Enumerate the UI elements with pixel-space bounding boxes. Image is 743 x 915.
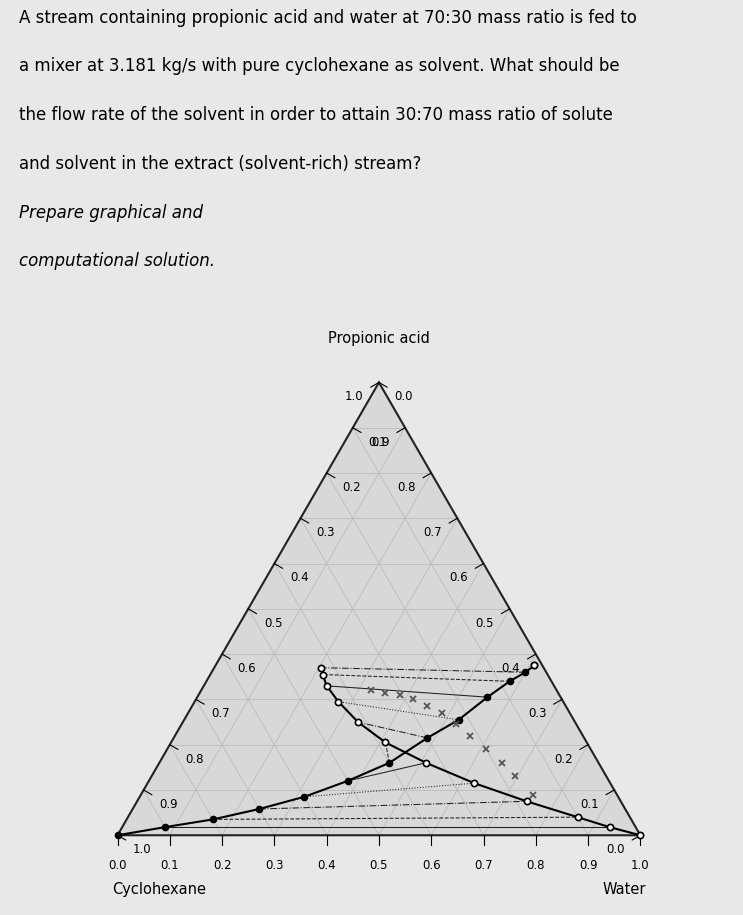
Text: Prepare graphical and: Prepare graphical and: [19, 204, 203, 221]
Text: and solvent in the extract (solvent-rich) stream?: and solvent in the extract (solvent-rich…: [19, 155, 426, 173]
Text: the flow rate of the solvent in order to attain 30:70 mass ratio of solute: the flow rate of the solvent in order to…: [19, 106, 612, 124]
Text: 0.2: 0.2: [212, 859, 231, 872]
Text: 0.5: 0.5: [476, 617, 494, 630]
Text: A stream containing propionic acid and water at 70:30 mass ratio is fed to: A stream containing propionic acid and w…: [19, 8, 637, 27]
Text: 0.6: 0.6: [238, 662, 256, 675]
Text: 0.2: 0.2: [343, 481, 361, 494]
Polygon shape: [117, 382, 640, 835]
Text: 0.8: 0.8: [527, 859, 545, 872]
Text: 0.6: 0.6: [450, 572, 468, 585]
Text: 0.7: 0.7: [424, 526, 442, 539]
Text: 0.9: 0.9: [579, 859, 597, 872]
Text: a mixer at 3.181 kg/s with pure cyclohexane as solvent. What should be: a mixer at 3.181 kg/s with pure cyclohex…: [19, 58, 619, 75]
Text: 0.1: 0.1: [160, 859, 179, 872]
Text: 1.0: 1.0: [345, 391, 363, 404]
Text: 0.8: 0.8: [186, 752, 204, 766]
Text: 0.5: 0.5: [264, 617, 282, 630]
Text: 0.5: 0.5: [370, 859, 388, 872]
Text: 0.0: 0.0: [395, 391, 413, 404]
Text: 0.8: 0.8: [397, 481, 415, 494]
Text: 0.0: 0.0: [606, 843, 625, 856]
Text: 0.1: 0.1: [580, 798, 599, 811]
Text: 0.6: 0.6: [422, 859, 441, 872]
Text: 1.0: 1.0: [631, 859, 649, 872]
Text: Water: Water: [602, 882, 646, 898]
Text: 0.4: 0.4: [317, 859, 336, 872]
Text: 0.3: 0.3: [528, 707, 546, 720]
Text: computational solution.: computational solution.: [19, 253, 215, 271]
Text: 0.2: 0.2: [554, 752, 572, 766]
Text: 0.7: 0.7: [212, 707, 230, 720]
Text: 0.3: 0.3: [317, 526, 334, 539]
Text: Cyclohexane: Cyclohexane: [112, 882, 207, 898]
Text: Propionic acid: Propionic acid: [328, 331, 430, 346]
Text: 0.4: 0.4: [502, 662, 520, 675]
Text: 0.3: 0.3: [265, 859, 284, 872]
Text: 0.9: 0.9: [159, 798, 178, 811]
Text: 1.0: 1.0: [133, 843, 152, 856]
Text: 0.4: 0.4: [290, 572, 308, 585]
Text: 0.0: 0.0: [108, 859, 127, 872]
Text: 0.9: 0.9: [371, 436, 389, 448]
Text: 0.1: 0.1: [369, 436, 387, 448]
Text: 0.7: 0.7: [474, 859, 493, 872]
